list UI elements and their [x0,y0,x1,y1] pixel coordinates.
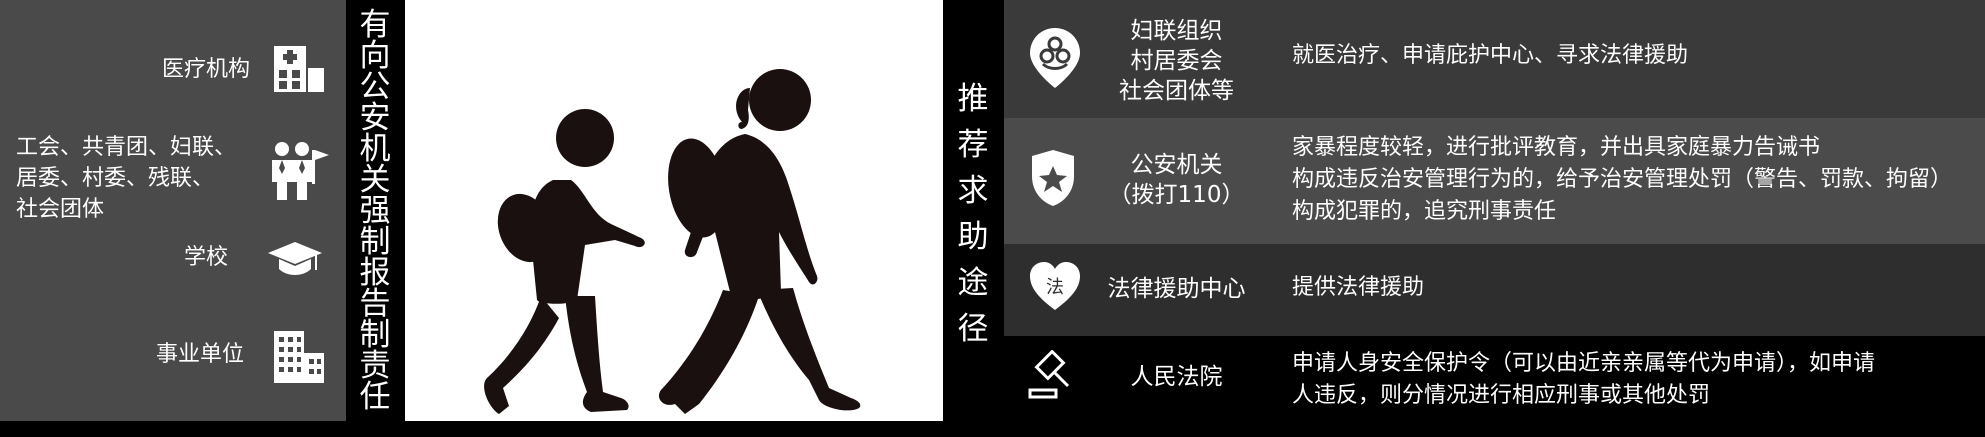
title-char: 制 [359,317,391,353]
help-channel-description: 提供法律援助 [1292,275,1425,300]
help-channel-name: 妇联组织 村居委会 社会团体等 [1119,18,1234,104]
title-char: 报 [359,255,391,291]
gavel-icon [1028,350,1070,399]
help-channel-name: 人民法院 [1130,364,1223,390]
graduation-cap-icon [268,242,322,275]
title-char: 求 [957,173,989,209]
title-char: 推 [957,81,989,117]
title-char: 荐 [957,127,989,163]
womens-federation-icon [1030,28,1080,88]
title-char: 径 [957,311,989,347]
help-channel-description: 家暴程度较轻，进行批评教育，并出具家庭暴力告诫书 构成违反治安管理行为的，给予治安… [1292,135,1953,224]
children-silhouette-image [405,0,943,421]
help-channel-name: 法律援助中心 [1107,276,1246,302]
title-char: 任 [359,379,391,415]
hospital-icon [274,46,324,92]
reporting-institutions-panel: 医疗机构 工会、共青团、妇联、 居委、村委、残联、 社会团体 [0,0,346,421]
svg-text:法: 法 [1046,277,1064,298]
institution-label: 事业单位 [155,342,244,367]
title-char: 途 [957,265,989,301]
institution-item-medical: 医疗机构 [0,40,346,92]
help-channel-name: 公安机关 （拨打110） [1108,152,1245,208]
help-channel-row-court: 人民法院 申请人身安全保护令（可以由近亲亲属等代为申请），如申请 人违反，则分情况… [1004,336,1985,421]
mandatory-report-title-bar: 有向公安机关强制报告制责任 [346,0,405,421]
help-channels-panel: 妇联组织 村居委会 社会团体等 就医治疗、申请庇护中心、寻求法律援助 公安机关 （拨打… [1004,0,1985,421]
institution-item-school: 学校 [0,234,346,284]
institution-label: 工会、共青团、妇联、 居委、村委、残联、 社会团体 [16,135,237,222]
title-char: 责 [359,348,391,384]
help-channel-row-police: 公安机关 （拨打110） 家暴程度较轻，进行批评教育，并出具家庭暴力告诫书 构成违反… [1004,118,1985,244]
title-char: 助 [957,219,989,255]
institution-item-social-groups: 工会、共青团、妇联、 居委、村委、残联、 社会团体 [0,130,346,230]
recommended-help-title-bar: 推荐求助途径 [943,0,1004,421]
people-flag-icon [272,142,329,200]
title-char: 强 [359,193,391,229]
title-char: 制 [359,224,391,260]
legal-aid-heart-icon: 法 [1030,262,1080,310]
title-char: 关 [359,162,391,198]
title-char: 公 [359,69,391,105]
children-silhouette [484,69,861,414]
help-channel-row-womens-federation: 妇联组织 村居委会 社会团体等 就医治疗、申请庇护中心、寻求法律援助 [1004,0,1985,118]
recommended-help-title: 推荐求助途径 [955,76,991,352]
help-channel-description: 就医治疗、申请庇护中心、寻求法律援助 [1292,43,1689,68]
office-building-icon [274,331,324,383]
title-char: 向 [359,38,391,74]
help-channel-row-legal-aid: 法 法律援助中心 提供法律援助 [1004,244,1985,336]
institution-label: 学校 [183,245,228,270]
institution-item-public-unit: 事业单位 [0,325,346,385]
police-badge-icon [1032,150,1074,206]
help-channel-description: 申请人身安全保护令（可以由近亲亲属等代为申请），如申请 人违反，则分情况进行相应刑… [1292,351,1876,408]
institution-label: 医疗机构 [161,57,250,82]
title-char: 机 [359,131,391,167]
title-char: 有 [359,7,391,43]
title-char: 告 [359,286,391,322]
title-char: 安 [359,100,391,136]
mandatory-report-title: 有向公安机关强制报告制责任 [357,10,393,413]
